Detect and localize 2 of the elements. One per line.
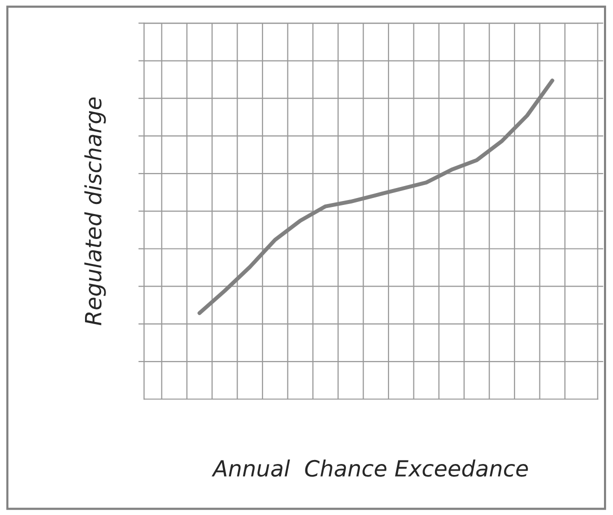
x-axis-title: Annual Chance Exceedance — [212, 460, 528, 477]
y-axis-title: Regulated discharge — [84, 97, 106, 326]
